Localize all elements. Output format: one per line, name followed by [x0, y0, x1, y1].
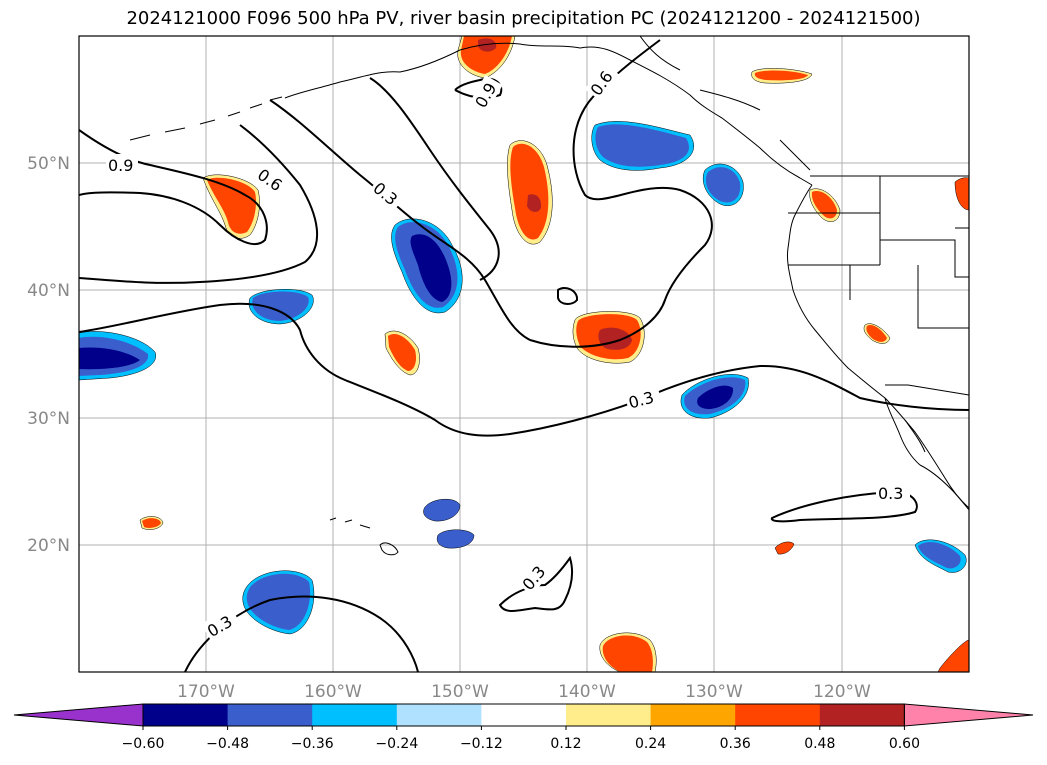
red-blob-145w	[527, 194, 542, 212]
colorbar-extend-low	[13, 703, 144, 727]
blue-blob-hawaii-2	[436, 529, 475, 549]
contour-0.6-center	[369, 77, 500, 281]
map-title: 2024121000 F096 500 hPa PV, river basin …	[126, 8, 921, 29]
colorbar-segment	[312, 704, 398, 726]
lon-tick-label: 140°W	[558, 682, 616, 702]
colorbar-tick-label: 0.60	[889, 736, 920, 752]
colorbar-segment	[396, 704, 482, 726]
contour-0.3-east	[770, 490, 918, 523]
contour-0.3-hawaii-south	[498, 555, 574, 612]
colorbar-extend-high	[903, 703, 1034, 727]
coastlines	[129, 36, 969, 556]
us-state-borders	[788, 176, 969, 329]
blue-blob-130w-south-dark	[697, 385, 734, 409]
orange-blob-south-137w-core	[602, 635, 653, 672]
colorbar-tick-label: −0.12	[460, 736, 503, 752]
contour-0.3-small	[557, 287, 579, 305]
hawaii-islands	[329, 517, 399, 556]
blue-blob-130w-north-core	[705, 167, 741, 203]
contour-label: 0.9	[108, 156, 133, 175]
colorbar-tick-label: −0.60	[122, 736, 165, 752]
colorbar-border	[142, 703, 905, 727]
blue-blob-165w-core	[252, 291, 309, 321]
contour-0.9-west	[79, 129, 268, 245]
lon-tick-label: 160°W	[304, 682, 362, 702]
colorbar-tick-label: −0.48	[206, 736, 249, 752]
longitude-labels: 170°W 160°W 150°W 140°W 130°W 120°W	[177, 682, 871, 702]
blue-blob-mexico-core	[918, 542, 961, 569]
orange-blob-alaska-core	[754, 70, 808, 81]
blue-blob-south-core	[246, 573, 311, 630]
lat-tick-label: 40°N	[27, 281, 70, 301]
colorbar-tick-label: −0.24	[375, 736, 418, 752]
lon-tick-label: 130°W	[685, 682, 743, 702]
colorbar-segment	[227, 704, 313, 726]
lon-tick-label: 170°W	[177, 682, 235, 702]
orange-blob-155w-core	[388, 333, 417, 371]
alaska-interior	[639, 36, 811, 171]
map-border	[78, 35, 970, 673]
contour-0.3-main	[79, 302, 969, 437]
orange-blob-southeast	[937, 639, 969, 672]
alaska-coast	[284, 42, 813, 186]
west-coast-us	[787, 184, 969, 509]
us-mexico-border	[885, 384, 969, 396]
colorbar-segment	[566, 704, 652, 726]
mexico-coast	[919, 464, 969, 511]
colorbar-segment	[481, 704, 567, 726]
colorbar: −0.60 −0.48 −0.36 −0.24 −0.12 0.12 0.24 0.36 0.4…	[13, 703, 1034, 752]
red-blob-150w-north	[478, 38, 497, 52]
orange-blob-wa-core	[811, 191, 837, 219]
baja-california	[884, 397, 926, 466]
orange-blob-125w	[774, 541, 795, 555]
lon-tick-label: 150°W	[431, 682, 489, 702]
colorbar-tick-label: 0.24	[635, 736, 666, 752]
colorbar-tick-label: 0.36	[720, 736, 751, 752]
contour-label: 0.3	[878, 484, 903, 503]
orange-blob-ca-core	[866, 325, 887, 342]
colorbar-tick-label: 0.48	[804, 736, 835, 752]
contour-0.6-west	[79, 124, 319, 284]
latitude-labels: 50°N 40°N 30°N 20°N	[27, 154, 70, 556]
colorbar-segment	[819, 704, 905, 726]
colorbar-segment	[650, 704, 736, 726]
lat-tick-label: 20°N	[27, 536, 70, 556]
colorbar-segment	[143, 704, 229, 726]
aleutian-islands	[129, 96, 283, 141]
orange-blob-east	[954, 177, 969, 211]
colorbar-segment	[735, 704, 821, 726]
contour-0.3-upper	[269, 39, 713, 348]
contour-labels: 0.9 0.6 0.3 0.9 0.6 0.3 0.3 0.3 0.3	[106, 63, 910, 642]
blue-blob-150w-dark	[410, 234, 452, 302]
blue-blob-west-dark	[79, 347, 140, 370]
colorbar-tick-label: 0.12	[550, 736, 581, 752]
negative-precip-areas	[79, 121, 967, 635]
orange-blob-150w-north-core	[460, 36, 512, 74]
lat-tick-label: 50°N	[27, 154, 70, 174]
lat-tick-label: 30°N	[27, 409, 70, 429]
blue-blob-hawaii-1	[423, 499, 461, 522]
orange-blob-hawaii-west-core	[142, 518, 161, 528]
colorbar-tick-label: −0.36	[291, 736, 334, 752]
lon-tick-label: 120°W	[813, 682, 871, 702]
orange-blob-170w-core	[207, 177, 257, 234]
orange-blob-145w-core	[510, 143, 549, 240]
blue-blob-135w-core	[595, 124, 689, 167]
